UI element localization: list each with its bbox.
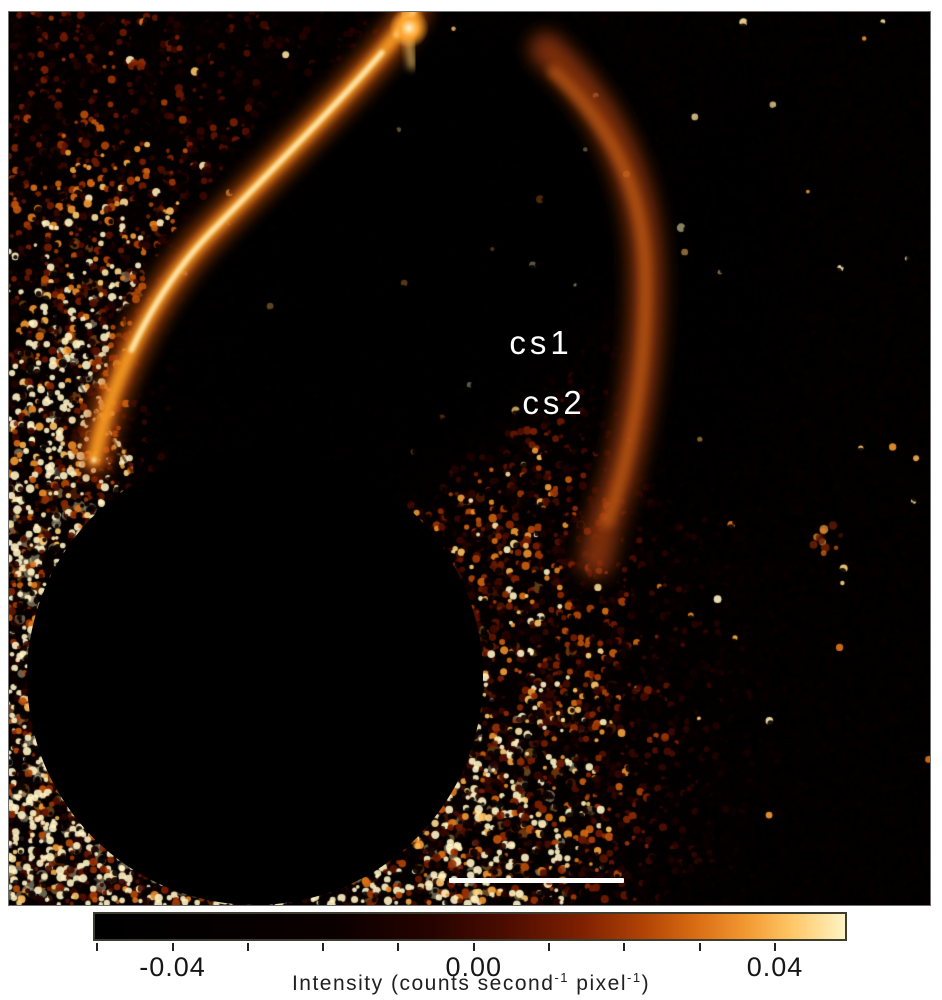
annotation-cs2: cs2	[522, 384, 586, 421]
colorbar-tick	[548, 943, 551, 951]
dark-lane-right	[630, 84, 792, 510]
occulting-mask	[27, 449, 483, 905]
colorbar-tick-label: 0.04	[746, 952, 804, 982]
disk-ring-bright-arc-core	[91, 12, 416, 463]
colorbar-tick	[322, 943, 325, 951]
colorbar-tick-label: -0.04	[139, 952, 206, 982]
colorbar-axis-label: Intensity (counts second-1 pixel-1)	[0, 970, 942, 996]
ring-dark-interior	[142, 36, 624, 526]
axis-label-close: )	[641, 972, 651, 995]
axis-label-text2: pixel	[568, 972, 627, 995]
colorbar-tick	[397, 943, 400, 951]
scale-bar	[449, 878, 624, 883]
axis-label-sup1: -1	[554, 970, 569, 985]
colorbar: -0.04 0.00 0.04	[93, 912, 847, 982]
colorbar-tick	[96, 943, 99, 951]
colorbar-tick	[246, 943, 249, 951]
colorbar-tick	[698, 943, 701, 951]
astro-image: cs1 cs2	[8, 11, 931, 906]
axis-label-sup2: -1	[627, 970, 642, 985]
axis-label-text: Intensity (counts second	[291, 972, 555, 995]
colorbar-gradient	[95, 914, 845, 939]
annotation-cs1: cs1	[509, 324, 573, 361]
top-knot	[389, 12, 429, 48]
image-overlay	[27, 12, 792, 905]
colorbar-tick	[773, 943, 776, 951]
colorbar-tick	[472, 943, 475, 951]
colorbar-tick	[623, 943, 626, 951]
disk-ring-faint-arc-inner	[547, 65, 652, 529]
colorbar-tick-label: 0.00	[445, 952, 503, 982]
colorbar-tick	[171, 943, 174, 951]
